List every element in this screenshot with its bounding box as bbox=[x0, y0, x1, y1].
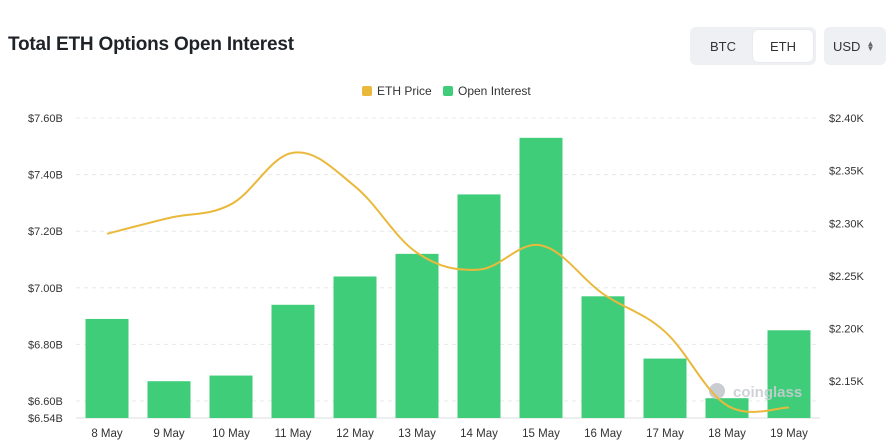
x-tick-label: 14 May bbox=[460, 428, 498, 440]
y-left-tick-label: $6.80B bbox=[28, 339, 63, 351]
bar-open-interest bbox=[209, 375, 253, 418]
x-tick-label: 19 May bbox=[770, 428, 808, 440]
y-right-tick-label: $2.15K bbox=[829, 376, 865, 388]
y-right-tick-label: $2.35K bbox=[829, 166, 865, 178]
x-tick-label: 11 May bbox=[275, 428, 312, 440]
bar-open-interest bbox=[395, 253, 439, 418]
y-right-tick-label: $2.40K bbox=[829, 113, 865, 125]
bar-open-interest bbox=[271, 304, 315, 418]
y-left-tick-label: $7.20B bbox=[28, 226, 63, 238]
x-tick-label: 16 May bbox=[584, 428, 622, 440]
page-title: Total ETH Options Open Interest bbox=[8, 34, 294, 55]
asset-toggle: BTC ETH bbox=[690, 27, 816, 65]
bar-open-interest bbox=[581, 296, 625, 418]
coinglass-logo-icon bbox=[709, 383, 725, 399]
btc-toggle-button[interactable]: BTC bbox=[710, 38, 736, 54]
x-tick-label: 10 May bbox=[212, 428, 250, 440]
bar-open-interest bbox=[147, 381, 191, 418]
bar-open-interest bbox=[519, 137, 563, 418]
legend-open-interest-swatch bbox=[443, 86, 453, 96]
eth-price-line bbox=[106, 151, 790, 413]
y-left-tick-label: $6.54B bbox=[28, 413, 63, 425]
y-left-tick-label: $7.40B bbox=[28, 170, 63, 182]
y-right-tick-label: $2.20K bbox=[829, 324, 865, 336]
chevron-updown-icon: ▲ ▼ bbox=[866, 39, 875, 53]
bar-open-interest bbox=[705, 398, 749, 418]
x-tick-label: 8 May bbox=[91, 428, 123, 440]
y-left-tick-label: $7.60B bbox=[28, 113, 63, 125]
bar-open-interest bbox=[457, 194, 501, 418]
legend-eth-price-label: ETH Price bbox=[377, 84, 432, 98]
bar-open-interest bbox=[85, 318, 129, 418]
y-right-tick-label: $2.25K bbox=[829, 271, 865, 283]
y-left-tick-label: $7.00B bbox=[28, 283, 63, 295]
x-tick-label: 13 May bbox=[398, 428, 436, 440]
legend-open-interest-label: Open Interest bbox=[458, 84, 531, 98]
x-tick-label: 17 May bbox=[646, 428, 684, 440]
bar-open-interest bbox=[767, 330, 811, 418]
legend-eth-price-swatch bbox=[362, 86, 372, 96]
y-left-tick-label: $6.60B bbox=[28, 396, 63, 408]
eth-toggle-button[interactable]: ETH bbox=[753, 30, 813, 62]
y-right-tick-label: $2.30K bbox=[829, 218, 865, 230]
x-tick-label: 12 May bbox=[336, 428, 374, 440]
x-tick-label: 9 May bbox=[153, 428, 185, 440]
bar-open-interest bbox=[643, 358, 687, 418]
watermark-text: coinglass bbox=[733, 384, 802, 401]
currency-value: USD bbox=[833, 38, 861, 54]
bar-open-interest bbox=[333, 276, 377, 418]
x-tick-label: 15 May bbox=[522, 428, 560, 440]
x-tick-label: 18 May bbox=[708, 428, 746, 440]
currency-select[interactable]: USD ▲ ▼ bbox=[824, 27, 886, 65]
